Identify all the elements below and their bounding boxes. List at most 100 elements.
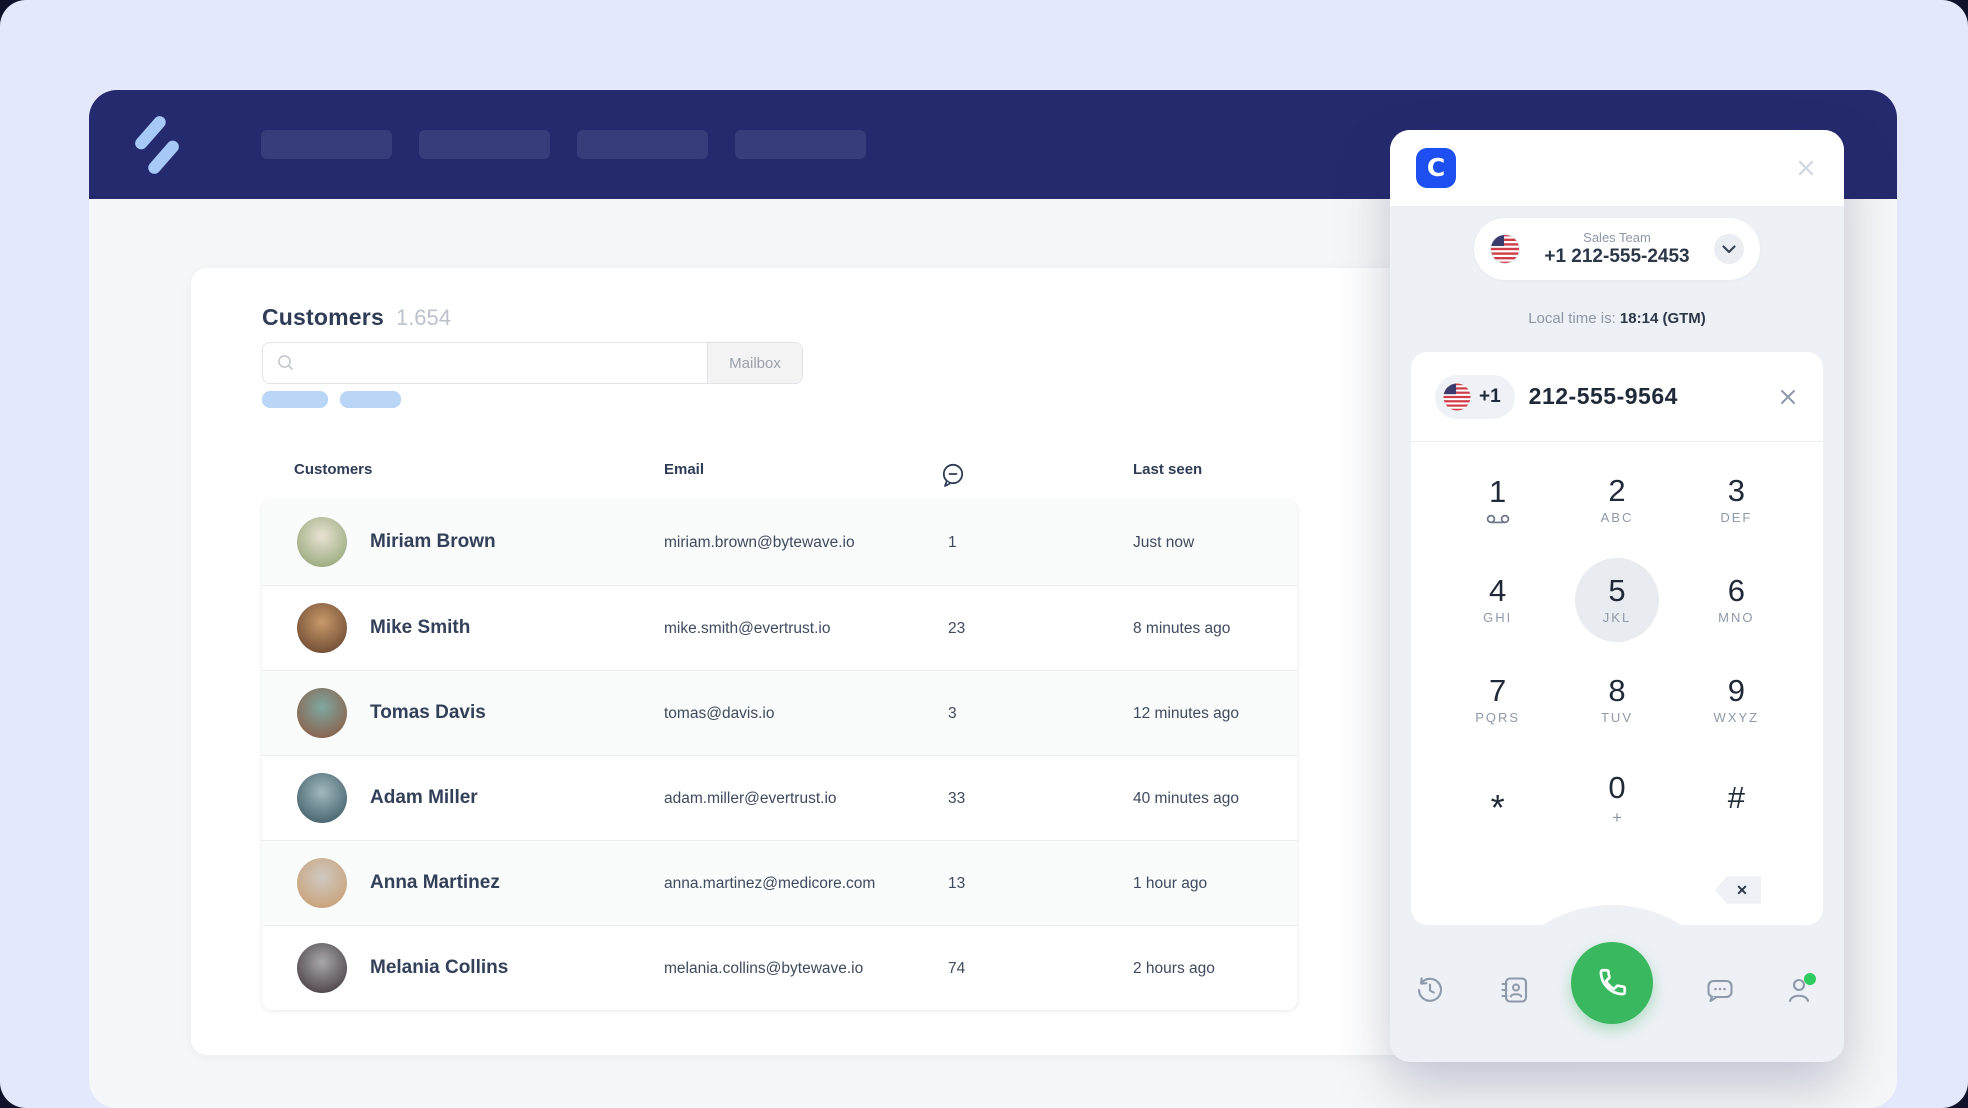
key-9[interactable]: 9 WXYZ <box>1713 672 1760 726</box>
customers-card: Customers 1.654 Mailbox Customers <box>191 268 1591 1055</box>
page-title: Customers <box>262 304 384 330</box>
customers-table: Miriam Brown miriam.brown@bytewave.io 1 … <box>262 500 1297 1010</box>
key-4[interactable]: 4 GHI <box>1483 572 1513 626</box>
avatar <box>297 943 347 993</box>
line-number: +1 212-555-2453 <box>1544 246 1690 267</box>
avatar <box>297 603 347 653</box>
key-8[interactable]: 8 TUV <box>1600 672 1633 726</box>
key-2[interactable]: 2 ABC <box>1600 472 1634 526</box>
dial-card: +1 212-555-9564 1 <box>1411 352 1823 925</box>
table-row[interactable]: Tomas Davis tomas@davis.io 3 12 minutes … <box>262 670 1297 755</box>
dialer-header: C <box>1390 130 1844 206</box>
customer-email: miriam.brown@bytewave.io <box>664 534 855 551</box>
nav-menu-placeholder[interactable] <box>261 130 392 159</box>
table-row[interactable]: Melania Collins melania.collins@bytewave… <box>262 925 1297 1010</box>
conversation-count: 3 <box>948 705 957 722</box>
key-3[interactable]: 3 DEF <box>1720 472 1753 526</box>
keypad: 1 2 ABC <box>1411 442 1823 850</box>
app-logo-icon <box>135 115 179 174</box>
customers-header: Customers 1.654 <box>262 304 451 331</box>
customer-name: Adam Miller <box>370 787 478 808</box>
call-button[interactable] <box>1571 942 1653 1024</box>
country-code-selector[interactable]: +1 <box>1435 374 1515 419</box>
contacts-icon[interactable] <box>1500 975 1530 1005</box>
close-icon[interactable] <box>1794 156 1818 180</box>
call-history-icon[interactable] <box>1415 975 1445 1005</box>
conversation-count: 23 <box>948 620 966 637</box>
key-6[interactable]: 6 MNO <box>1718 572 1755 626</box>
us-flag-icon <box>1443 382 1471 411</box>
table-row[interactable]: Miriam Brown miriam.brown@bytewave.io 1 … <box>262 500 1297 585</box>
dialed-number[interactable]: 212-555-9564 <box>1528 383 1678 409</box>
nav-menu-placeholder[interactable] <box>735 130 866 159</box>
column-header-email: Email <box>664 461 705 478</box>
search-input[interactable] <box>296 343 707 383</box>
avatar <box>297 517 347 567</box>
conversation-count: 74 <box>948 960 966 977</box>
customer-email: adam.miller@evertrust.io <box>664 790 837 807</box>
dialer-panel: C Sal <box>1390 130 1844 1062</box>
customers-count: 1.654 <box>395 305 452 330</box>
key-5[interactable]: 5 JKL <box>1557 550 1676 650</box>
backspace-button[interactable]: ✕ <box>1715 876 1761 904</box>
table-header: Customers Email Last seen <box>262 456 1297 487</box>
last-seen: 1 hour ago <box>1133 875 1208 892</box>
search-bar: Mailbox <box>262 342 803 384</box>
key-7[interactable]: 7 PQRS <box>1475 672 1521 726</box>
last-seen: 8 minutes ago <box>1133 620 1231 637</box>
nav-items <box>261 130 866 159</box>
chevron-down-icon[interactable] <box>1714 234 1744 264</box>
last-seen: 12 minutes ago <box>1133 705 1239 722</box>
customer-name: Melania Collins <box>370 957 509 978</box>
avatar <box>297 858 347 908</box>
table-row[interactable]: Adam Miller adam.miller@evertrust.io 33 … <box>262 755 1297 840</box>
filter-chip[interactable] <box>340 391 401 408</box>
number-input-row: +1 212-555-9564 <box>1411 352 1823 442</box>
avatar <box>297 688 347 738</box>
voicemail-icon <box>1486 515 1509 524</box>
local-time-label: Local time is: <box>1528 310 1616 327</box>
dialer-toolbar <box>1390 973 1844 1005</box>
customer-email: mike.smith@evertrust.io <box>664 620 831 637</box>
agent-status-icon[interactable] <box>1785 973 1816 1005</box>
customer-name: Miriam Brown <box>370 531 496 552</box>
key-#[interactable]: # <box>1727 780 1745 816</box>
online-status-dot <box>1804 973 1816 985</box>
avatar <box>297 773 347 823</box>
mailbox-button[interactable]: Mailbox <box>707 343 802 383</box>
column-header-last-seen: Last seen <box>1133 461 1203 478</box>
search-icon <box>263 343 296 383</box>
table-row[interactable]: Mike Smith mike.smith@evertrust.io 23 8 … <box>262 585 1297 670</box>
key-*[interactable]: * <box>1490 786 1505 828</box>
last-seen: Just now <box>1133 534 1195 551</box>
customer-name: Mike Smith <box>370 617 471 638</box>
line-label: Sales Team <box>1583 230 1651 245</box>
customer-email: tomas@davis.io <box>664 705 775 722</box>
table-row[interactable]: Anna Martinez anna.martinez@medicore.com… <box>262 840 1297 925</box>
nav-menu-placeholder[interactable] <box>419 130 550 159</box>
conversation-count: 33 <box>948 790 966 807</box>
last-seen: 2 hours ago <box>1133 960 1215 977</box>
filter-chip[interactable] <box>262 391 328 408</box>
customer-email: melania.collins@bytewave.io <box>664 960 864 977</box>
customer-name: Anna Martinez <box>370 872 500 893</box>
conversation-count: 1 <box>948 534 957 551</box>
local-time: Local time is: 18:14 (GTM) <box>1390 310 1844 327</box>
us-flag-icon <box>1490 234 1520 264</box>
column-header-customers: Customers <box>294 461 373 478</box>
clear-number-icon[interactable] <box>1777 386 1799 408</box>
filter-chips <box>262 391 401 408</box>
customer-email: anna.martinez@medicore.com <box>664 875 876 892</box>
key-0[interactable]: 0 + <box>1608 770 1626 827</box>
outbound-line-selector[interactable]: Sales Team +1 212-555-2453 <box>1474 218 1760 280</box>
sms-icon[interactable] <box>1705 975 1735 1005</box>
nav-menu-placeholder[interactable] <box>577 130 708 159</box>
key-1[interactable]: 1 <box>1438 450 1557 550</box>
last-seen: 40 minutes ago <box>1133 790 1239 807</box>
conversation-count: 13 <box>948 875 966 892</box>
customer-name: Tomas Davis <box>370 702 486 723</box>
local-time-value: 18:14 (GTM) <box>1619 310 1706 327</box>
cloudtalk-logo: C <box>1416 148 1456 188</box>
country-code: +1 <box>1479 385 1501 407</box>
